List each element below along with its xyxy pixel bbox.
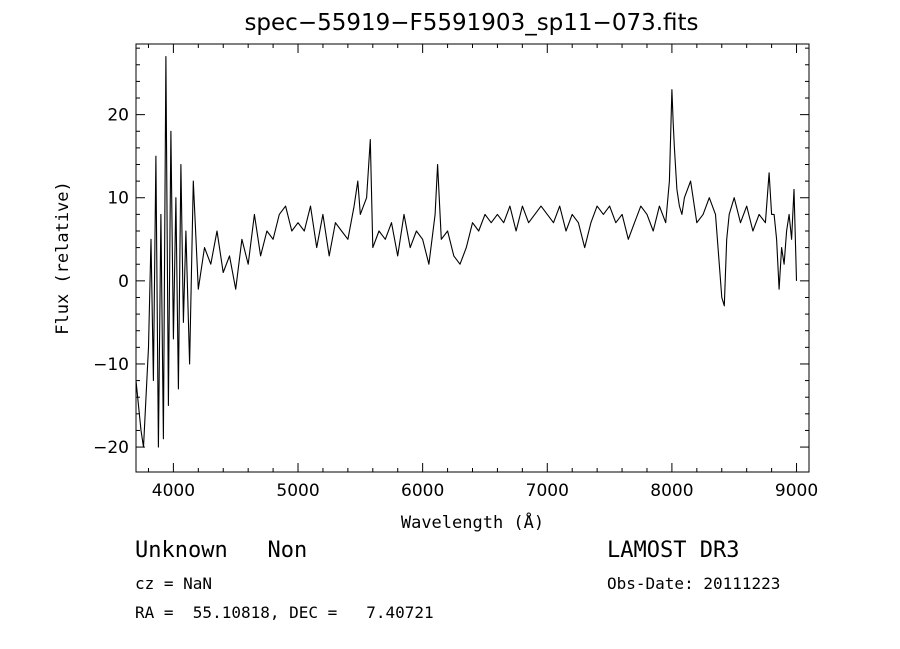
y-tick-label: 10 bbox=[107, 189, 129, 209]
y-tick-label: 20 bbox=[107, 106, 129, 126]
x-tick-label: 8000 bbox=[650, 481, 693, 501]
obs-date-label: Obs-Date: 20111223 bbox=[607, 574, 781, 593]
x-tick-label: 4000 bbox=[152, 481, 195, 501]
x-tick-label: 9000 bbox=[775, 481, 818, 501]
x-tick-label: 5000 bbox=[276, 481, 319, 501]
x-axis-label: Wavelength (Å) bbox=[401, 511, 544, 533]
y-tick-label: −10 bbox=[93, 355, 129, 375]
chart-title: spec−55919−F5591903_sp11−073.fits bbox=[244, 10, 699, 36]
object-class-label: Unknown Non bbox=[135, 538, 308, 563]
spectrum-line bbox=[135, 55, 798, 448]
x-tick-label: 7000 bbox=[526, 481, 569, 501]
redshift-label: cz = NaN bbox=[135, 574, 213, 593]
survey-label: LAMOST DR3 bbox=[607, 538, 740, 563]
x-tick-label: 6000 bbox=[401, 481, 444, 501]
y-tick-label: −20 bbox=[93, 438, 129, 458]
coordinates-label: RA = 55.10818, DEC = 7.40721 bbox=[135, 603, 434, 622]
y-tick-label: 0 bbox=[118, 272, 129, 292]
y-axis-label: Flux (relative) bbox=[53, 181, 73, 335]
plot-frame bbox=[135, 43, 810, 473]
